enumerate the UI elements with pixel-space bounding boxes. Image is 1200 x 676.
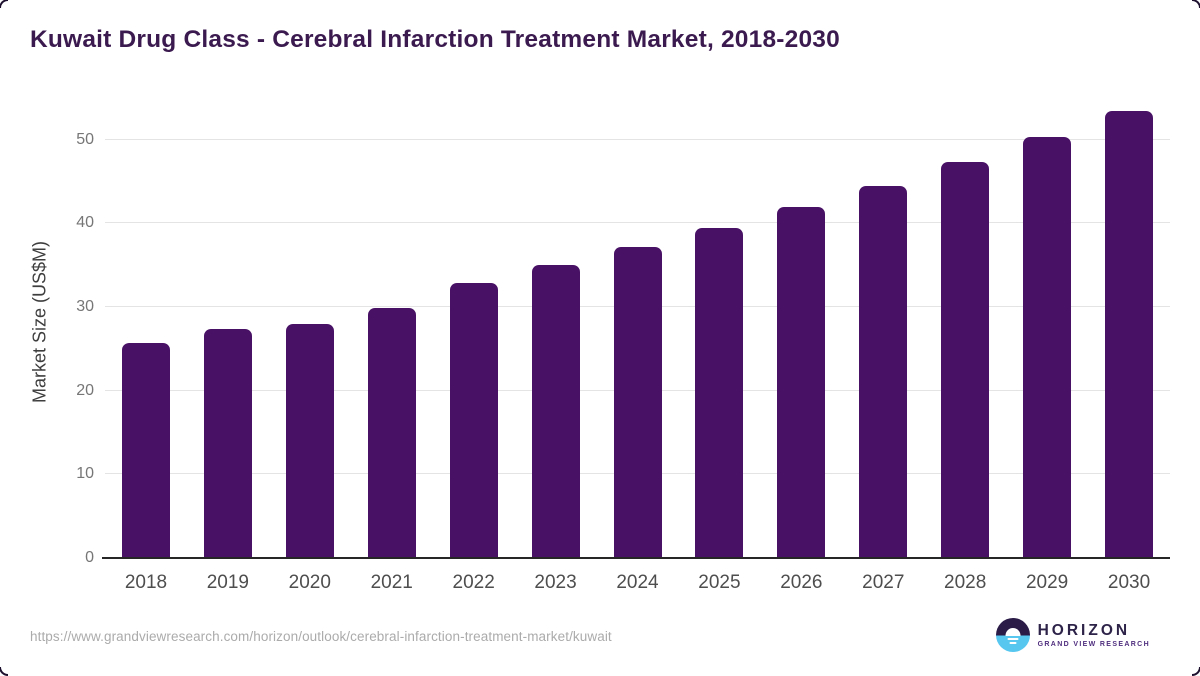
x-label-2024: 2024 bbox=[616, 572, 659, 593]
bar-2024 bbox=[613, 246, 662, 558]
bar-2029 bbox=[1023, 137, 1072, 558]
chart-title: Kuwait Drug Class - Cerebral Infarction … bbox=[30, 26, 840, 53]
bar-2025 bbox=[695, 227, 744, 558]
y-tick-label-50: 50 bbox=[76, 130, 94, 148]
sun-reflection-line bbox=[1009, 642, 1017, 644]
x-label-2029: 2029 bbox=[1025, 572, 1069, 593]
bar-2030 bbox=[1105, 110, 1154, 558]
y-tick-label-20: 20 bbox=[76, 381, 94, 399]
x-label-2025: 2025 bbox=[698, 572, 741, 593]
gridline-50 bbox=[105, 138, 1170, 140]
bar-2027 bbox=[859, 185, 908, 558]
bar-2019 bbox=[203, 328, 252, 558]
logo-name: HORIZON bbox=[1037, 621, 1131, 639]
y-axis-tick-labels: 0 10 20 30 40 50 bbox=[0, 98, 94, 566]
logo-subtitle: GRAND VIEW RESEARCH bbox=[1037, 641, 1150, 649]
bar-2022 bbox=[449, 282, 498, 558]
x-label-2020: 2020 bbox=[288, 572, 331, 593]
y-tick-label-0: 0 bbox=[85, 549, 94, 566]
bar-2021 bbox=[367, 307, 416, 558]
plot-area bbox=[105, 98, 1170, 558]
bar-2026 bbox=[777, 206, 826, 558]
gridline-40 bbox=[105, 222, 1170, 224]
corner-artifact-top-left bbox=[0, 0, 8, 8]
x-label-2022: 2022 bbox=[452, 572, 495, 593]
x-label-2026: 2026 bbox=[780, 572, 823, 593]
y-tick-label-30: 30 bbox=[76, 298, 94, 316]
corner-artifact-top-right bbox=[1192, 0, 1200, 8]
x-label-2021: 2021 bbox=[370, 572, 413, 593]
x-label-2028: 2028 bbox=[944, 572, 987, 593]
y-tick-label-10: 10 bbox=[76, 465, 94, 483]
bar-2028 bbox=[941, 162, 990, 558]
logo-text-block: HORIZON GRAND VIEW RESEARCH bbox=[1038, 622, 1150, 648]
x-label-2019: 2019 bbox=[206, 572, 250, 593]
source-url: https://www.grandviewresearch.com/horizo… bbox=[30, 629, 612, 644]
x-label-2027: 2027 bbox=[862, 572, 905, 593]
bar-2020 bbox=[285, 323, 334, 558]
y-tick-label-40: 40 bbox=[76, 214, 94, 232]
x-label-2018: 2018 bbox=[124, 572, 168, 593]
x-axis-labels: 2018 2019 2020 2021 2022 2023 2024 2025 2026 2027… bbox=[105, 572, 1170, 596]
sun-icon bbox=[1005, 628, 1021, 636]
x-label-2023: 2023 bbox=[534, 572, 577, 593]
sun-reflection-line bbox=[1007, 637, 1019, 640]
horizon-logo: HORIZON GRAND VIEW RESEARCH bbox=[995, 618, 1150, 652]
horizon-logo-icon bbox=[995, 618, 1030, 652]
bar-2018 bbox=[121, 343, 170, 558]
x-label-2030: 2030 bbox=[1107, 572, 1151, 593]
x-axis-line bbox=[102, 556, 1170, 559]
bar-2023 bbox=[531, 265, 580, 558]
